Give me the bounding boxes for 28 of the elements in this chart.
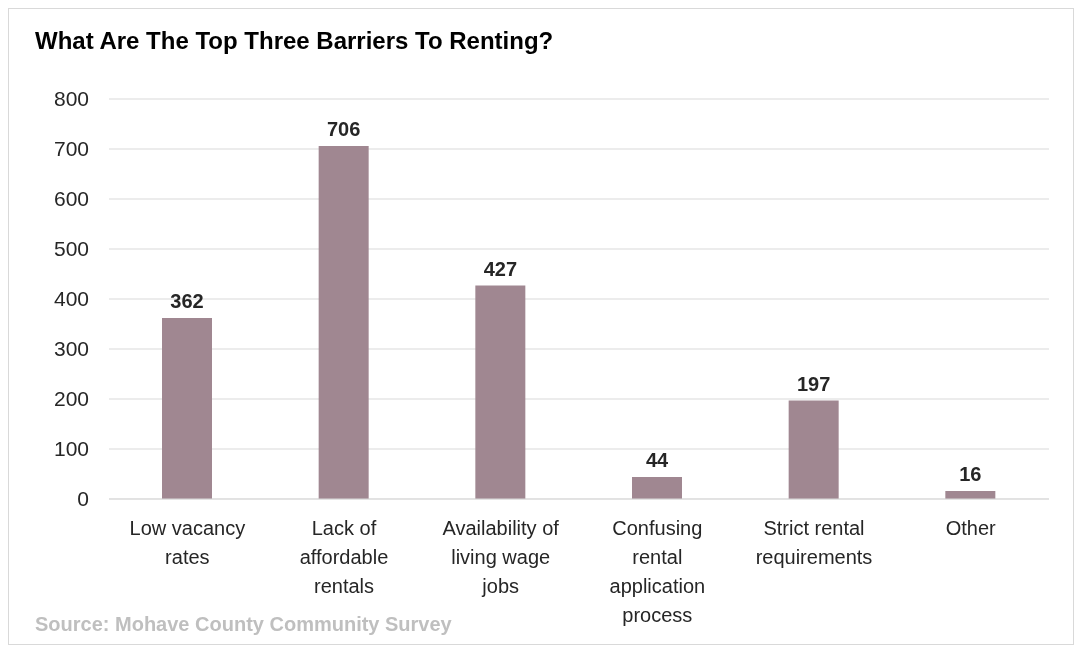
data-label: 427: [483, 257, 518, 280]
source-note: Source: Mohave County Community Survey: [35, 613, 452, 636]
x-tick-label: Low vacancy rates: [129, 517, 246, 568]
y-tick-label: 600: [53, 187, 89, 211]
data-label: 197: [796, 372, 831, 395]
bar: [632, 477, 682, 499]
data-label: 16: [959, 463, 982, 485]
y-tick-label: 100: [53, 437, 89, 461]
y-tick-label: 500: [53, 237, 89, 261]
y-tick-label: 300: [53, 337, 89, 361]
x-tick-label: Lack of affordable rentals: [299, 517, 389, 597]
x-tick-label: Other: [945, 517, 997, 539]
x-tick-label: Availability of living wage jobs: [442, 517, 560, 597]
data-label: 44: [645, 449, 669, 471]
chart-title: What Are The Top Three Barriers To Renting?: [35, 27, 554, 55]
x-tick-label: Confusing rental application process: [609, 517, 706, 626]
y-tick-label: 0: [77, 487, 89, 511]
y-tick-label: 400: [53, 287, 89, 311]
bar: [318, 146, 369, 499]
data-label: 362: [170, 290, 204, 312]
y-tick-label: 700: [53, 137, 89, 161]
bar: [475, 285, 526, 499]
data-label: 706: [326, 118, 361, 140]
bar: [162, 318, 212, 499]
bar: [788, 400, 839, 499]
y-tick-label: 200: [53, 387, 89, 411]
y-tick-label: 800: [53, 87, 89, 111]
x-tick-label: Strict rental requirements: [755, 517, 873, 568]
